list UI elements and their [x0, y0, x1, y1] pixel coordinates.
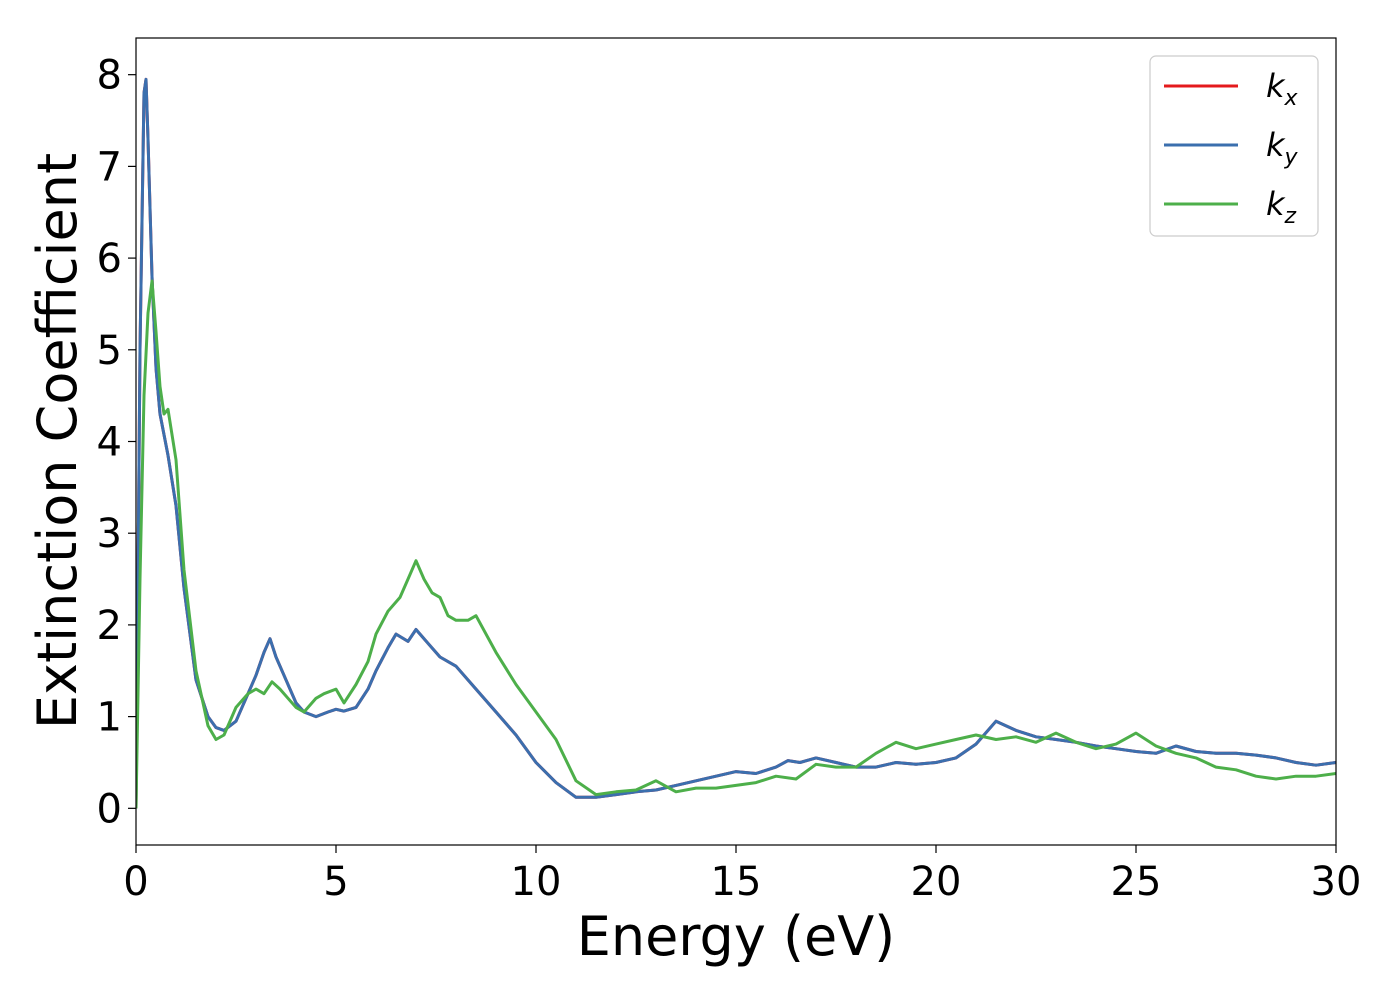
y-tick-label: 3	[97, 511, 122, 557]
y-tick-label: 5	[97, 328, 122, 374]
x-axis-label: Energy (eV)	[577, 905, 896, 968]
x-tick-label: 15	[711, 859, 762, 905]
y-tick-label: 7	[97, 144, 122, 190]
x-axis-ticks: 0 5 10 15 20 25 30	[123, 845, 1361, 905]
y-axis-label: Extinction Coefficient	[26, 153, 89, 729]
x-tick-label: 20	[911, 859, 962, 905]
x-tick-label: 10	[511, 859, 562, 905]
x-tick-label: 25	[1111, 859, 1162, 905]
y-tick-label: 2	[97, 603, 122, 649]
x-tick-label: 30	[1311, 859, 1362, 905]
series-line-z	[136, 279, 1336, 809]
legend-label-x: kx	[1266, 67, 1299, 111]
series-line-y	[136, 77, 1336, 809]
x-tick-label: 0	[123, 859, 148, 905]
legend-label-y: ky	[1266, 126, 1299, 170]
y-tick-label: 0	[97, 786, 122, 832]
legend: kx ky kz	[1149, 55, 1319, 237]
y-tick-label: 8	[97, 53, 122, 99]
y-tick-label: 6	[97, 236, 122, 282]
y-tick-label: 1	[97, 695, 122, 741]
y-tick-label: 4	[97, 420, 122, 466]
y-axis-ticks: 0 1 2 3 4 5 6 7 8	[97, 53, 136, 832]
legend-label-z: kz	[1266, 185, 1297, 229]
x-tick-label: 5	[323, 859, 348, 905]
